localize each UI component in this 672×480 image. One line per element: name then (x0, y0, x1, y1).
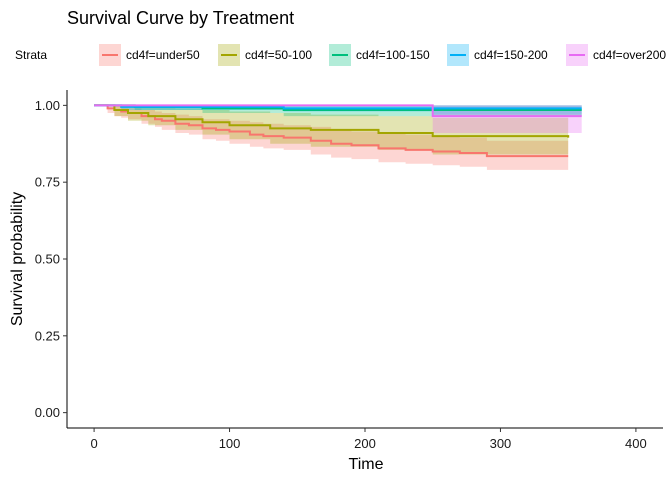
x-tick-label: 300 (490, 436, 512, 451)
y-tick-label: 0.00 (35, 405, 60, 420)
confidence-bands (94, 105, 582, 170)
y-tick-label: 0.75 (35, 175, 60, 190)
legend-label-1: cd4f=under50 (126, 48, 200, 62)
legend-title: Strata (15, 48, 47, 62)
legend-label-5: cd4f=over200 (593, 48, 666, 62)
x-axis-ticks: 0 100 200 300 400 (90, 428, 647, 451)
y-tick-label: 1.00 (35, 98, 60, 113)
x-tick-label: 100 (219, 436, 241, 451)
x-tick-label: 400 (625, 436, 647, 451)
survival-line-2 (94, 104, 570, 138)
legend: Strata cd4f=under50 cd4f=50-100 cd4f=100-1… (15, 44, 666, 66)
y-tick-label: 0.50 (35, 252, 60, 267)
y-tick-label: 0.25 (35, 328, 60, 343)
x-axis-title: Time (349, 456, 384, 473)
confidence-band-5 (94, 105, 582, 133)
x-tick-label: 200 (354, 436, 376, 451)
chart-title: Survival Curve by Treatment (67, 8, 294, 28)
survival-lines (94, 104, 582, 158)
survival-line-5 (94, 104, 582, 118)
legend-label-3: cd4f=100-150 (356, 48, 430, 62)
y-axis-ticks: 0.00 0.25 0.50 0.75 1.00 (35, 98, 67, 420)
legend-label-4: cd4f=150-200 (474, 48, 548, 62)
x-tick-label: 0 (90, 436, 97, 451)
legend-label-2: cd4f=50-100 (245, 48, 312, 62)
y-axis-title: Survival probability (9, 192, 26, 326)
